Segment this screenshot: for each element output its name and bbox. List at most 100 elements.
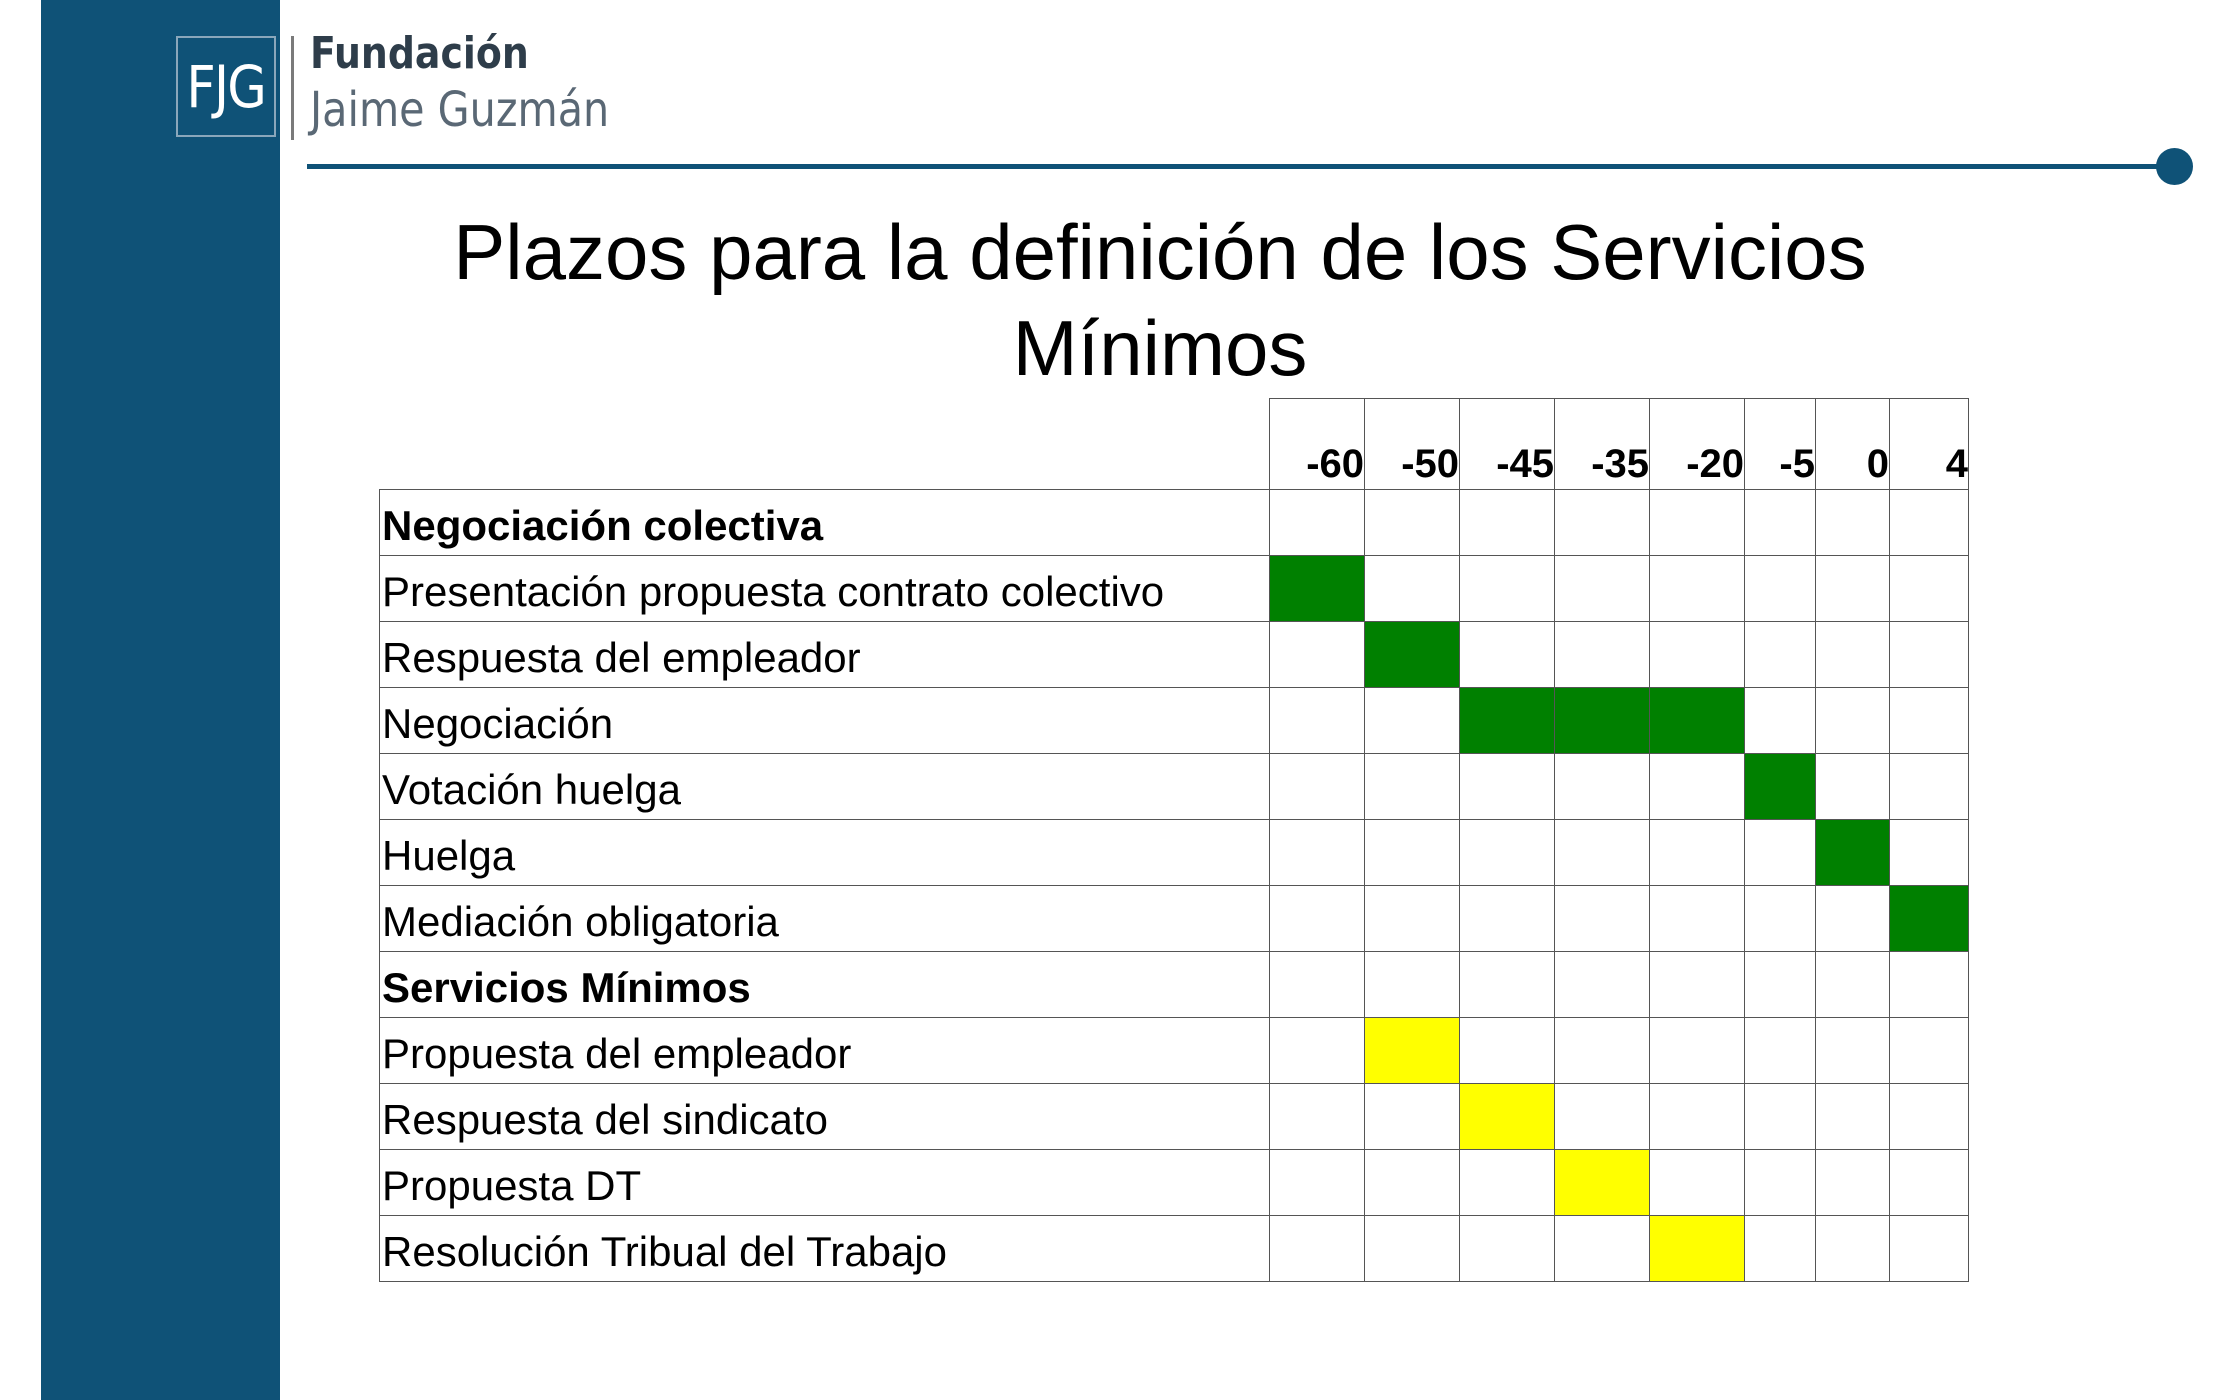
- row-label: Respuesta del empleador: [379, 621, 1270, 688]
- page-title: Plazos para la definición de los Servici…: [453, 208, 1867, 392]
- timeline-cell: [1815, 1083, 1890, 1150]
- timeline-cell: [1815, 687, 1890, 754]
- timeline-cell: [1649, 819, 1745, 886]
- timeline-cell: [1269, 1215, 1365, 1282]
- timeline-cell: [1459, 555, 1555, 622]
- section-row: Servicios Mínimos: [379, 951, 1969, 1018]
- timeline-cell: [1649, 555, 1745, 622]
- timeline-cell: [1744, 1083, 1816, 1150]
- logo-name-line2: Jaime Guzmán: [310, 82, 610, 138]
- timeline-cell: [1649, 621, 1745, 688]
- table-row: Votación huelga: [379, 753, 1969, 820]
- timeline-cell: [1269, 1083, 1365, 1150]
- timeline-cell: [1269, 885, 1365, 952]
- timeline-cell: [1744, 1215, 1816, 1282]
- row-label: Propuesta DT: [379, 1149, 1270, 1216]
- row-label: Votación huelga: [379, 753, 1270, 820]
- timeline-column-header: -50: [1364, 398, 1460, 490]
- timeline-cell: [1889, 489, 1969, 556]
- timeline-cell: [1554, 489, 1650, 556]
- timeline-body: Negociación colectiva Presentación propue…: [379, 489, 1969, 1282]
- timeline-bar-cell: [1364, 621, 1460, 688]
- row-label: Resolución Tribual del Trabajo: [379, 1215, 1270, 1282]
- timeline-cell: [1815, 489, 1890, 556]
- timeline-table: -60 -50 -45 -35 -20 -5 0 4 Negociación colectiv…: [379, 398, 1969, 1282]
- timeline-header-row: -60 -50 -45 -35 -20 -5 0 4: [380, 398, 1969, 490]
- timeline-bar-cell: [1459, 1083, 1555, 1150]
- timeline-cell: [1459, 753, 1555, 820]
- timeline-column-header: -35: [1554, 398, 1650, 490]
- logo-name-line1: Fundación: [310, 28, 529, 79]
- timeline-cell: [1459, 885, 1555, 952]
- timeline-cell: [1889, 1017, 1969, 1084]
- timeline-cell: [1649, 489, 1745, 556]
- table-row: Propuesta DT: [379, 1149, 1969, 1216]
- table-row: Mediación obligatoria: [379, 885, 1969, 952]
- table-row: Respuesta del sindicato: [379, 1083, 1969, 1150]
- timeline-cell: [1364, 951, 1460, 1018]
- timeline-cell: [1815, 555, 1890, 622]
- timeline-cell: [1269, 687, 1365, 754]
- section-row: Negociación colectiva: [379, 489, 1969, 556]
- timeline-cell: [1364, 885, 1460, 952]
- timeline-cell: [1889, 951, 1969, 1018]
- timeline-cell: [1744, 621, 1816, 688]
- timeline-cell: [1744, 1149, 1816, 1216]
- timeline-column-header: -45: [1459, 398, 1555, 490]
- timeline-cell: [1554, 819, 1650, 886]
- timeline-cell: [1744, 951, 1816, 1018]
- timeline-cell: [1815, 621, 1890, 688]
- timeline-bar-cell: [1815, 819, 1890, 886]
- timeline-cell: [1364, 489, 1460, 556]
- timeline-cell: [1269, 1149, 1365, 1216]
- timeline-column-header: 0: [1815, 398, 1890, 490]
- header-rule-dot: [2156, 148, 2193, 185]
- timeline-cell: [1364, 1215, 1460, 1282]
- table-row: Propuesta del empleador: [379, 1017, 1969, 1084]
- timeline-cell: [1554, 885, 1650, 952]
- timeline-cell: [1649, 1083, 1745, 1150]
- timeline-cell: [1889, 1149, 1969, 1216]
- row-label: Huelga: [379, 819, 1270, 886]
- timeline-cell: [1269, 1017, 1365, 1084]
- table-row: Respuesta del empleador: [379, 621, 1969, 688]
- timeline-bar-cell: [1889, 885, 1969, 952]
- timeline-cell: [1459, 489, 1555, 556]
- row-label: Mediación obligatoria: [379, 885, 1270, 952]
- timeline-cell: [1364, 819, 1460, 886]
- timeline-column-header: -20: [1649, 398, 1745, 490]
- timeline-cell: [1889, 1083, 1969, 1150]
- timeline-cell: [1554, 555, 1650, 622]
- row-label: Negociación: [379, 687, 1270, 754]
- table-row: Huelga: [379, 819, 1969, 886]
- table-row: Negociación: [379, 687, 1969, 754]
- row-label: Presentación propuesta contrato colectiv…: [379, 555, 1270, 622]
- timeline-bar-cell: [1554, 687, 1650, 754]
- timeline-cell: [1815, 1149, 1890, 1216]
- section-label: Servicios Mínimos: [379, 951, 1270, 1018]
- timeline-cell: [1649, 1149, 1745, 1216]
- timeline-cell: [1269, 819, 1365, 886]
- timeline-cell: [1889, 621, 1969, 688]
- timeline-cell: [1554, 1017, 1650, 1084]
- timeline-cell: [1649, 885, 1745, 952]
- timeline-cell: [1459, 1017, 1555, 1084]
- timeline-cell: [1554, 1215, 1650, 1282]
- row-label: Respuesta del sindicato: [379, 1083, 1270, 1150]
- timeline-cell: [1459, 1215, 1555, 1282]
- timeline-cell: [1889, 819, 1969, 886]
- logo-divider: [291, 36, 294, 140]
- timeline-bar-cell: [1649, 687, 1745, 754]
- logo-mark: FJG: [176, 36, 276, 137]
- row-label: Propuesta del empleador: [379, 1017, 1270, 1084]
- timeline-bar-cell: [1554, 1149, 1650, 1216]
- timeline-cell: [1364, 753, 1460, 820]
- timeline-cell: [1554, 951, 1650, 1018]
- timeline-cell: [1459, 951, 1555, 1018]
- timeline-cell: [1649, 1017, 1745, 1084]
- timeline-column-header: -5: [1744, 398, 1816, 490]
- timeline-cell: [1889, 753, 1969, 820]
- timeline-cell: [1364, 687, 1460, 754]
- timeline-bar-cell: [1364, 1017, 1460, 1084]
- section-label: Negociación colectiva: [379, 489, 1270, 556]
